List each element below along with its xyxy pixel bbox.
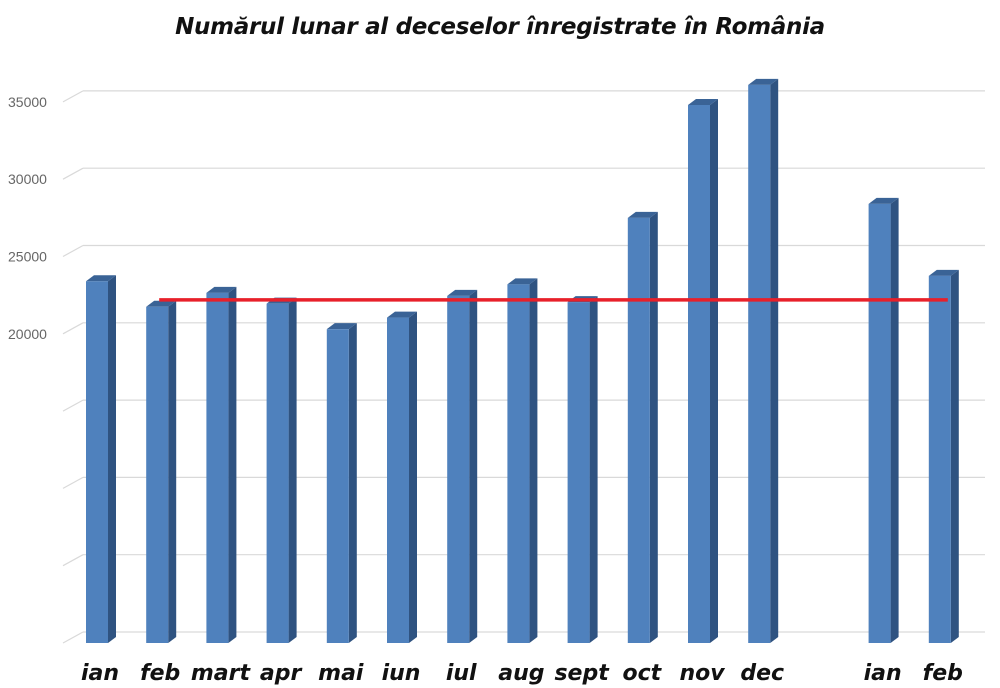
bar (627, 217, 650, 643)
bar-top (146, 300, 177, 307)
gridline-depth (62, 399, 84, 412)
gridline-depth (62, 322, 84, 335)
x-tick-label: ian (864, 661, 902, 686)
x-tick-label: ian (81, 661, 119, 686)
x-tick-label: mai (318, 661, 364, 686)
bar-top (387, 311, 417, 318)
gridline-depth (62, 167, 84, 180)
bar (206, 292, 229, 643)
bar-side (409, 311, 417, 643)
x-tick-label: aug (498, 661, 544, 686)
bar-top (627, 211, 658, 218)
bar-side (108, 275, 116, 643)
bar-side (469, 289, 478, 643)
bar-top (86, 275, 116, 282)
y-tick-label: 35000 (8, 94, 47, 110)
bar (928, 275, 951, 643)
x-tick-label: apr (260, 661, 303, 686)
x-tick-label: mart (191, 661, 252, 686)
bar-top (928, 269, 959, 276)
bar (868, 203, 891, 643)
bar-top (447, 289, 478, 296)
bar-side (890, 197, 899, 643)
bar-side (770, 78, 779, 644)
gridline-depth (62, 244, 84, 258)
bar-side (950, 269, 959, 643)
bar-side (710, 98, 718, 643)
x-tick-label: feb (140, 661, 180, 686)
bar (748, 84, 771, 644)
bar-side (589, 296, 598, 643)
x-tick-label: nov (679, 661, 725, 686)
bar (447, 295, 470, 643)
y-tick-label: 20000 (8, 326, 47, 342)
bar-side (288, 297, 297, 643)
gridline-depth (62, 554, 84, 567)
bar-side (348, 323, 357, 643)
x-tick-label: iun (382, 661, 421, 686)
x-tick-label: oct (622, 661, 662, 686)
bar (688, 104, 710, 643)
x-tick-label: sept (554, 661, 610, 686)
x-tick-label: iul (446, 661, 477, 686)
bar (86, 281, 108, 643)
bar (326, 329, 349, 643)
bar (507, 284, 530, 643)
bar-side (168, 300, 177, 643)
bar (567, 302, 590, 643)
bar-top (206, 286, 237, 293)
y-tick-label: 30000 (8, 171, 47, 187)
bar-top (868, 197, 899, 204)
bar-side (529, 278, 538, 643)
bar-top (507, 278, 538, 285)
bar (387, 317, 409, 643)
x-tick-label: dec (740, 661, 784, 686)
bar (266, 303, 289, 643)
bar (146, 306, 169, 643)
gridline-depth (62, 631, 84, 644)
bar-side (228, 286, 237, 643)
gridline-depth (62, 90, 84, 103)
chart-title: Numărul lunar al deceselor înregistrate … (175, 14, 825, 40)
gridline-depth (62, 476, 84, 489)
bar-side (649, 211, 658, 643)
bar-top (748, 78, 779, 85)
bar-top (688, 98, 718, 105)
bar-top (326, 323, 357, 330)
x-tick-label: feb (923, 661, 963, 686)
y-tick-label: 25000 (8, 249, 47, 265)
